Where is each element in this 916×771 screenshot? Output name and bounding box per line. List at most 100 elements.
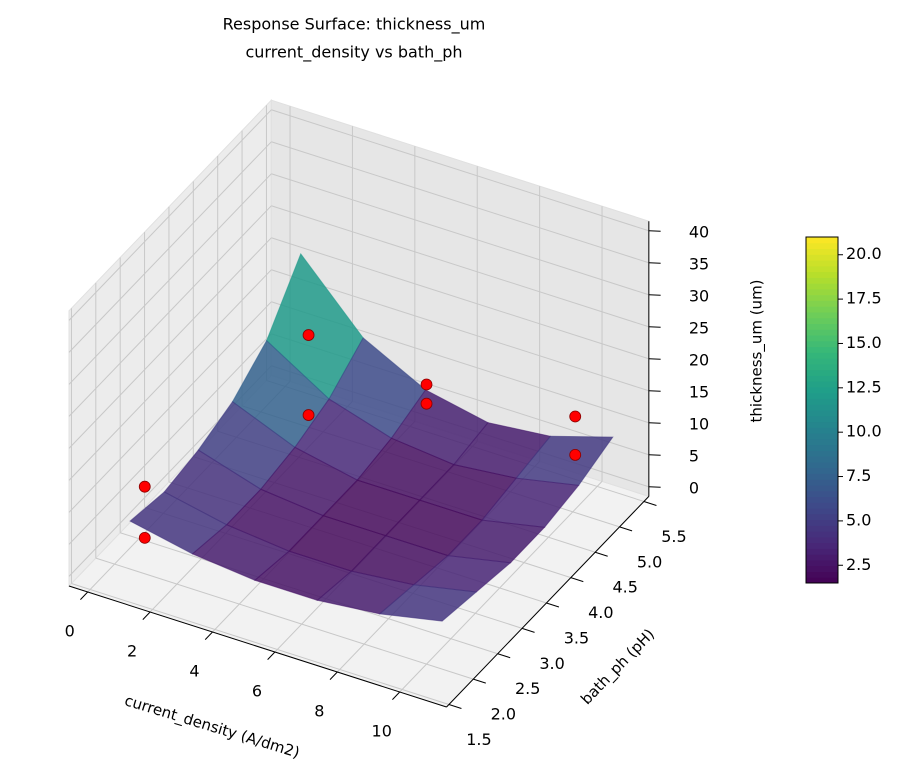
colorbar-band	[806, 364, 838, 370]
colorbar-band	[806, 427, 838, 433]
colorbar-band	[806, 456, 838, 462]
colorbar-band	[806, 554, 838, 560]
y-tick-label: 5.0	[637, 552, 662, 571]
colorbar-band	[806, 277, 838, 283]
z-tick-label: 25	[689, 318, 709, 337]
z-tick-label: 40	[689, 222, 709, 241]
colorbar-band	[806, 537, 838, 543]
data-point	[421, 379, 432, 390]
y-tick	[522, 628, 534, 632]
colorbar-band	[806, 445, 838, 451]
colorbar-band	[806, 497, 838, 503]
colorbar-tick-label: 2.5	[846, 555, 871, 574]
colorbar-band	[806, 249, 838, 255]
colorbar-band	[806, 266, 838, 272]
colorbar-band	[806, 566, 838, 572]
colorbar-band	[806, 416, 838, 422]
z-tick-label: 15	[689, 382, 709, 401]
colorbar-band	[806, 341, 838, 347]
z-tick-label: 30	[689, 286, 709, 305]
y-tick-label: 4.5	[612, 578, 637, 597]
x-tick-label: 4	[189, 662, 199, 681]
colorbar-band	[806, 254, 838, 260]
colorbar-band	[806, 387, 838, 393]
colorbar-band	[806, 381, 838, 387]
colorbar-band	[806, 468, 838, 474]
data-point	[139, 481, 150, 492]
x-axis-label: current_density (A/dm2)	[122, 691, 302, 762]
y-tick	[571, 578, 583, 582]
x-tick-label: 6	[252, 682, 262, 701]
y-tick	[620, 527, 632, 531]
colorbar-band	[806, 260, 838, 266]
colorbar-band	[806, 514, 838, 520]
colorbar-band	[806, 347, 838, 353]
x-tick	[205, 632, 212, 640]
y-tick-label: 4.0	[588, 603, 613, 622]
colorbar-band	[806, 306, 838, 312]
colorbar-band	[806, 525, 838, 531]
colorbar-band	[806, 548, 838, 554]
colorbar-band	[806, 289, 838, 295]
z-axis-label: thickness_um (um)	[748, 279, 767, 422]
colorbar-tick-label: 5.0	[846, 510, 871, 529]
colorbar-tick-label: 15.0	[846, 333, 882, 352]
y-tick-label: 2.0	[491, 705, 516, 724]
colorbar-tick-label: 20.0	[846, 244, 882, 263]
colorbar-band	[806, 329, 838, 335]
colorbar-tick-label: 7.5	[846, 466, 871, 485]
colorbar-band	[806, 571, 838, 577]
x-tick	[143, 612, 150, 620]
chart-subtitle: current_density vs bath_ph	[245, 43, 462, 63]
colorbar-band	[806, 375, 838, 381]
y-tick-label: 1.5	[466, 730, 491, 749]
x-tick-label: 0	[65, 622, 75, 641]
colorbar-band	[806, 352, 838, 358]
colorbar-band	[806, 318, 838, 324]
z-tick-label: 10	[689, 414, 709, 433]
colorbar-band	[806, 393, 838, 399]
colorbar-band	[806, 433, 838, 439]
colorbar-band	[806, 491, 838, 497]
colorbar-band	[806, 560, 838, 566]
colorbar-band	[806, 410, 838, 416]
data-point	[139, 532, 150, 543]
colorbar-band	[806, 531, 838, 537]
y-tick-label: 5.5	[661, 527, 686, 546]
colorbar-band	[806, 312, 838, 318]
y-tick	[473, 679, 485, 683]
colorbar-band	[806, 295, 838, 301]
colorbar-band	[806, 485, 838, 491]
colorbar-tick-label: 10.0	[846, 422, 882, 441]
x-tick	[392, 692, 399, 700]
colorbar-band	[806, 422, 838, 428]
colorbar-band	[806, 502, 838, 508]
colorbar-band	[806, 283, 838, 289]
y-tick-label: 2.5	[515, 679, 540, 698]
x-tick	[268, 652, 275, 660]
colorbar-band	[806, 450, 838, 456]
y-tick	[449, 704, 461, 708]
x-tick-label: 10	[372, 722, 392, 741]
colorbar-band	[806, 358, 838, 364]
colorbar-band	[806, 439, 838, 445]
colorbar-band	[806, 398, 838, 404]
x-tick-label: 8	[314, 702, 324, 721]
colorbar-band	[806, 324, 838, 330]
data-point	[421, 398, 432, 409]
colorbar-band	[806, 543, 838, 549]
colorbar-band	[806, 404, 838, 410]
colorbar-band	[806, 462, 838, 468]
data-point	[303, 410, 314, 421]
x-tick	[330, 672, 337, 680]
y-tick	[595, 552, 607, 556]
colorbar-band	[806, 473, 838, 479]
x-tick-label: 2	[127, 642, 137, 661]
z-tick-label: 5	[689, 446, 699, 465]
y-tick	[498, 654, 510, 658]
colorbar-band	[806, 370, 838, 376]
z-tick-label: 0	[689, 478, 699, 497]
colorbar-tick-label: 12.5	[846, 377, 882, 396]
colorbar-band	[806, 237, 838, 243]
